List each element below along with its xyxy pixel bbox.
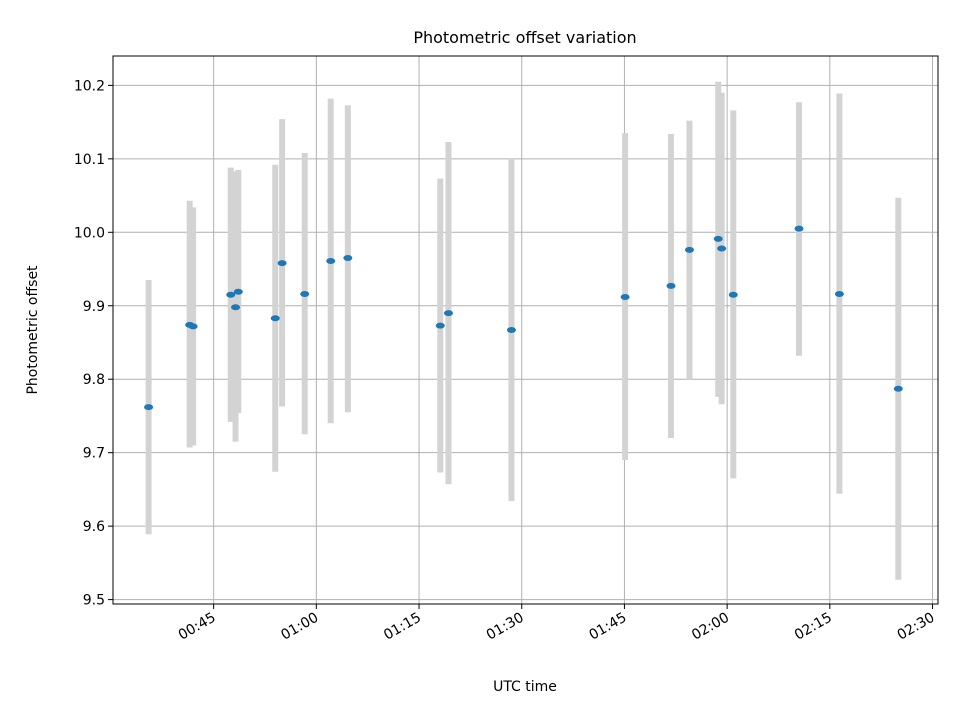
y-tick-label: 9.7 [83,446,105,462]
y-tick-label: 9.5 [83,593,105,609]
plot-frame [112,55,939,605]
data-point [270,315,280,322]
y-tick-label: 9.8 [83,372,105,388]
data-point [443,310,453,317]
data-point [728,291,738,298]
data-points [144,225,903,411]
data-point [231,304,241,311]
y-tick-label: 10.1 [74,152,105,168]
data-point [435,322,445,329]
data-point [713,235,723,242]
y-tick-label: 9.6 [83,519,105,535]
data-point [277,260,287,267]
data-point [893,385,903,392]
data-point [343,255,353,262]
y-axis-ticks: 9.5 9.6 9.7 9.8 9.9 10.0 10.1 10.2 [74,78,113,609]
y-tick-label: 10.0 [74,225,105,241]
data-point [620,293,630,300]
data-point [684,246,694,253]
data-point [300,291,310,298]
data-point [226,291,236,298]
data-point [506,327,516,333]
x-axis-label: UTC time [493,679,557,695]
data-point [717,245,727,252]
y-axis-label: Photometric offset [25,265,41,395]
data-point [233,288,243,295]
data-point [144,404,154,411]
data-point [326,257,336,264]
y-tick-label: 9.9 [83,299,105,315]
data-point [834,291,844,298]
data-point [794,225,804,232]
y-tick-label: 10.2 [74,78,105,94]
data-point [666,282,676,289]
data-point [188,323,198,330]
chart-title: Photometric offset variation [413,28,636,47]
